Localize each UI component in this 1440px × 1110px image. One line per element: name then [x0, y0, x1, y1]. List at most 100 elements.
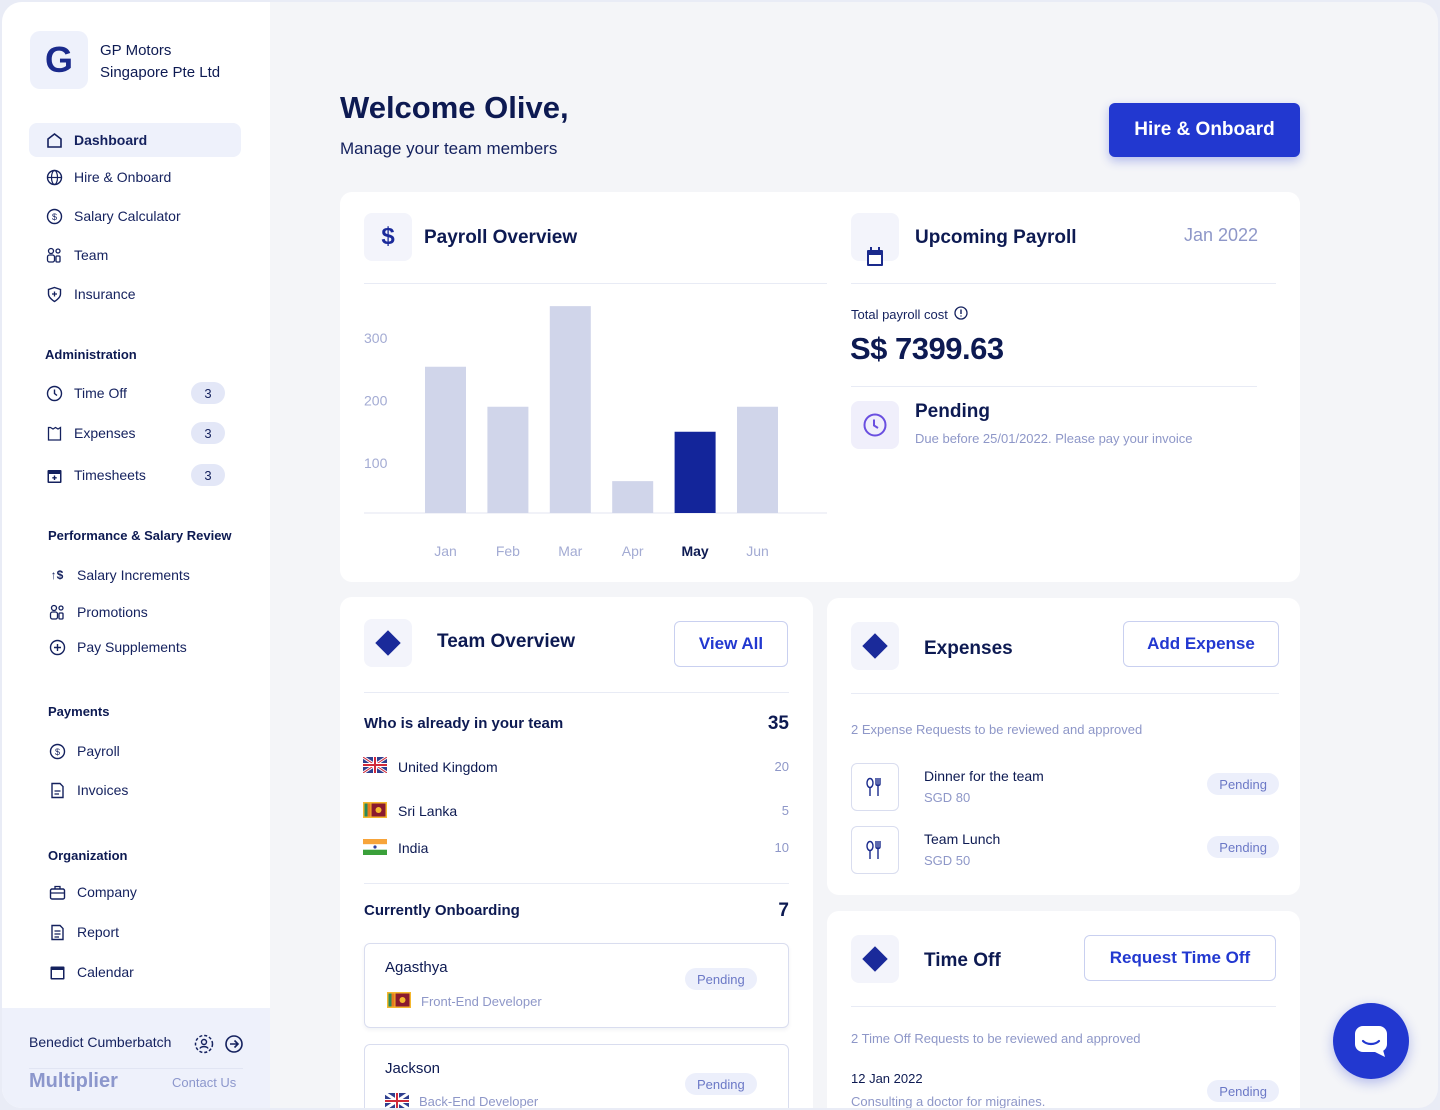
section-performance: Performance & Salary Review	[48, 528, 232, 543]
bar-apr[interactable]	[612, 481, 654, 513]
cutlery-icon	[851, 826, 899, 874]
view-all-button[interactable]: View All	[674, 621, 788, 667]
country-name: India	[398, 840, 429, 856]
y-tick-label: 100	[364, 455, 388, 471]
sidebar-item-pay-supplements[interactable]: Pay Supplements	[29, 630, 241, 664]
payroll-card: $ Payroll Overview 100 200 300 Jan Feb Mar Apr…	[340, 192, 1300, 582]
diamond-icon	[364, 619, 412, 667]
contact-us-link[interactable]: Contact Us	[172, 1075, 237, 1090]
expense-title[interactable]: Dinner for the team	[924, 768, 1044, 784]
sidebar-item-salary-increments[interactable]: ↑$ Salary Increments	[29, 558, 241, 592]
expense-title[interactable]: Team Lunch	[924, 831, 1001, 847]
onboarding-count: 7	[778, 900, 789, 921]
time-off-card: Time Off Request Time Off 2 Time Off Req…	[827, 911, 1300, 1108]
sidebar-item-invoices[interactable]: Invoices	[29, 773, 241, 807]
divider	[364, 883, 789, 884]
sidebar-item-expenses[interactable]: Expenses 3	[29, 416, 241, 450]
user-profile-icon[interactable]	[194, 1034, 214, 1059]
calendar-icon	[48, 963, 66, 981]
chat-icon	[1355, 1026, 1387, 1057]
employee-name: Agasthya	[385, 959, 448, 976]
divider	[29, 1068, 243, 1069]
employee-role: Front-End Developer	[421, 994, 542, 1009]
sidebar-item-promotions[interactable]: Promotions	[29, 595, 241, 629]
expenses-summary: 2 Expense Requests to be reviewed and ap…	[851, 722, 1143, 737]
bar-mar[interactable]	[549, 306, 591, 513]
country-count: 10	[774, 840, 789, 855]
divider	[851, 693, 1279, 694]
chat-button[interactable]	[1333, 1003, 1409, 1079]
time-off-title: Time Off	[924, 950, 1001, 971]
sidebar-item-team[interactable]: Team	[29, 238, 241, 272]
request-time-off-button[interactable]: Request Time Off	[1084, 935, 1276, 981]
country-name: United Kingdom	[398, 759, 498, 775]
divider	[851, 386, 1257, 387]
x-tick-label: May	[681, 543, 708, 559]
sidebar-item-company[interactable]: Company	[29, 875, 241, 909]
status-badge: Pending	[1207, 1080, 1279, 1102]
onboarding-item[interactable]: Jackson Back-End Developer Pending	[364, 1044, 789, 1108]
time-off-date: 12 Jan 2022	[851, 1071, 923, 1086]
status-badge: Pending	[685, 968, 757, 990]
count-badge: 3	[191, 464, 225, 486]
bar-jun[interactable]	[737, 406, 778, 513]
status-badge: Pending	[685, 1073, 757, 1095]
sidebar-footer: Benedict Cumberbatch Multiplier Contact …	[2, 1008, 270, 1108]
in-team-label: Who is already in your team	[364, 715, 564, 732]
payroll-status: Pending	[915, 401, 990, 422]
sidebar-item-time-off[interactable]: Time Off 3	[29, 376, 241, 410]
employee-role: Back-End Developer	[419, 1094, 539, 1108]
payroll-overview-title: Payroll Overview	[424, 227, 578, 248]
team-overview-card: Team Overview View All Who is already in…	[340, 597, 813, 1108]
sri-lanka-flag-icon	[363, 802, 387, 823]
section-payments: Payments	[48, 704, 110, 719]
team-icon	[45, 246, 63, 264]
count-badge: 3	[191, 382, 225, 404]
company-logo: G	[30, 31, 88, 89]
section-organization: Organization	[48, 848, 128, 863]
y-tick-label: 200	[364, 393, 388, 409]
briefcase-icon	[48, 883, 66, 901]
company-name[interactable]: GP Motors Singapore Pte Ltd	[100, 42, 221, 81]
sidebar: G GP Motors Singapore Pte Ltd Dashboard H…	[2, 2, 270, 1108]
bar-jan[interactable]	[425, 366, 466, 513]
time-off-reason: Consulting a doctor for migraines.	[851, 1094, 1046, 1108]
info-icon[interactable]	[954, 306, 968, 323]
in-team-count: 35	[767, 713, 789, 734]
bar-feb[interactable]	[487, 406, 529, 513]
section-administration: Administration	[45, 347, 137, 362]
divider	[851, 283, 1276, 284]
bar-may[interactable]	[674, 431, 716, 513]
divider	[851, 1006, 1276, 1007]
page-subtitle: Manage your team members	[340, 139, 558, 158]
add-expense-button[interactable]: Add Expense	[1123, 621, 1279, 667]
x-tick-label: Jan	[434, 543, 457, 559]
sri-lanka-flag-icon	[387, 992, 411, 1013]
user-name[interactable]: Benedict Cumberbatch	[29, 1034, 172, 1050]
brand-logo: Multiplier	[29, 1070, 118, 1092]
count-badge: 3	[191, 422, 225, 444]
onboarding-item[interactable]: Agasthya Front-End Developer Pending	[364, 943, 789, 1028]
sidebar-item-calendar[interactable]: Calendar	[29, 955, 241, 989]
total-cost-label: Total payroll cost	[851, 306, 968, 323]
calendar-icon	[851, 213, 899, 266]
sidebar-item-payroll[interactable]: $ Payroll	[29, 734, 241, 768]
expense-amount: SGD 80	[924, 790, 971, 805]
divider	[364, 283, 827, 284]
payroll-period: Jan 2022	[1184, 225, 1259, 245]
status-badge: Pending	[1207, 773, 1279, 795]
sidebar-item-report[interactable]: Report	[29, 915, 241, 949]
sidebar-item-salary-calculator[interactable]: $ Salary Calculator	[29, 199, 241, 233]
uk-flag-icon	[362, 755, 388, 778]
sidebar-item-insurance[interactable]: Insurance	[29, 277, 241, 311]
report-icon	[48, 923, 66, 941]
hire-onboard-button[interactable]: Hire & Onboard	[1109, 103, 1300, 157]
x-tick-label: Apr	[622, 543, 644, 559]
sidebar-item-timesheets[interactable]: Timesheets 3	[29, 458, 241, 492]
divider	[364, 692, 789, 693]
sidebar-item-hire[interactable]: Hire & Onboard	[29, 160, 241, 194]
clock-icon	[45, 384, 63, 402]
page-title: Welcome Olive,	[340, 90, 569, 125]
logout-icon[interactable]	[224, 1034, 244, 1059]
sidebar-item-dashboard[interactable]: Dashboard	[29, 123, 241, 157]
